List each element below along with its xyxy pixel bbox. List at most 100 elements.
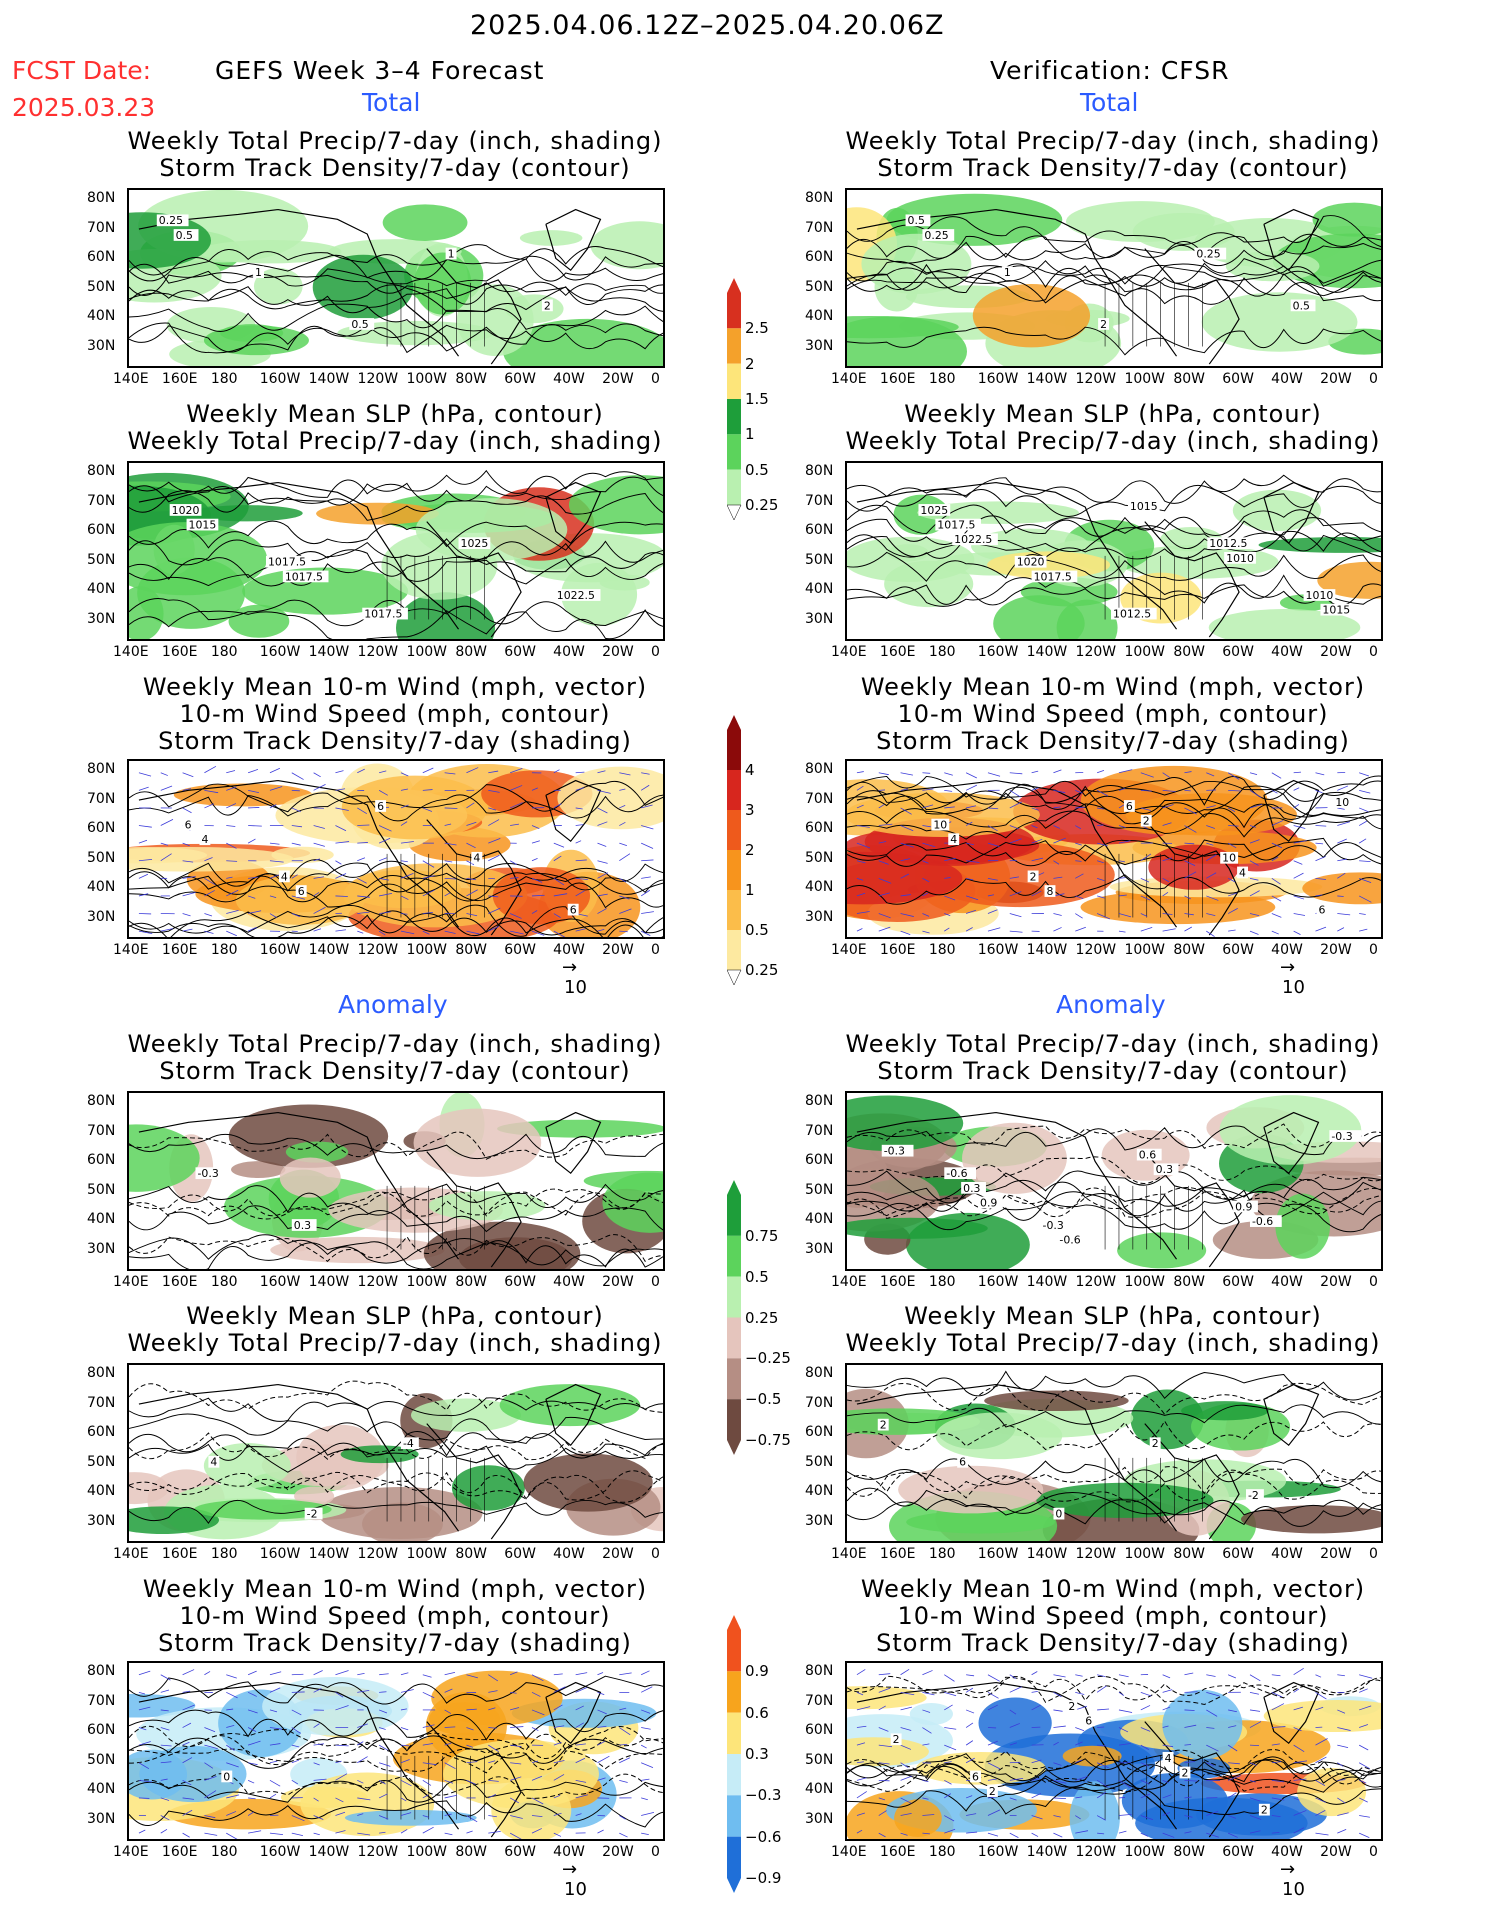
- contour-line: [129, 469, 663, 498]
- wind-vector: [1162, 1832, 1175, 1838]
- contour-line: [129, 1442, 663, 1473]
- wind-vector: [488, 854, 500, 862]
- longitude-tick-label: 40W: [1271, 1844, 1303, 1860]
- colorbar-segment: [727, 1399, 741, 1440]
- wind-vector: [1249, 825, 1257, 828]
- wind-vector: [944, 1691, 957, 1697]
- wind-vector: [1097, 895, 1105, 899]
- latitude-tick-label: 70N: [87, 1394, 116, 1411]
- wind-vector: [856, 785, 864, 791]
- wind-vector: [1053, 1691, 1062, 1698]
- wind-vector: [247, 926, 257, 932]
- wind-vector: [335, 1773, 348, 1781]
- forecast-panel-title: Weekly Total Precip/7-day (inch, shading…: [45, 128, 745, 182]
- forecast-map-panel: 0: [127, 1661, 665, 1841]
- contour-label-bg: [890, 1733, 902, 1746]
- wind-vector: [575, 1779, 587, 1783]
- longitude-tick-label: 60W: [1222, 1546, 1254, 1562]
- wind-vector: [226, 1794, 240, 1799]
- contour-line: [847, 583, 1381, 606]
- panel-title-line: Storm Track Density/7-day (contour): [877, 1057, 1349, 1085]
- wind-vector: [1184, 771, 1192, 774]
- longitude-tick-label: 0: [651, 1546, 660, 1562]
- wind-vector: [1293, 1688, 1300, 1693]
- contour-line: [129, 549, 663, 580]
- latitude-tick-label: 50N: [805, 849, 834, 866]
- wind-vector: [1227, 1792, 1237, 1799]
- wind-vector: [987, 842, 1000, 848]
- shaded-field-region: [1297, 1768, 1367, 1817]
- wind-vector: [1293, 787, 1300, 791]
- wind-vector: [247, 769, 259, 774]
- wind-vector: [987, 1762, 1001, 1770]
- wind-vector: [1075, 806, 1086, 809]
- wind-vector: [1271, 842, 1283, 849]
- contour-line: [847, 1187, 1381, 1219]
- wind-vector: [1053, 913, 1062, 916]
- wind-vector: [553, 769, 560, 774]
- wind-vector: [1009, 1777, 1024, 1781]
- wind-vector: [878, 804, 885, 809]
- wind-vector: [575, 928, 586, 932]
- wind-vector: [1140, 877, 1150, 883]
- wind-vector: [488, 789, 500, 793]
- wind-vector: [1162, 1706, 1171, 1711]
- wind-vector: [269, 786, 283, 791]
- contour-label: 1017.5: [285, 570, 323, 583]
- wind-vector: [1271, 856, 1279, 862]
- colorbar-label: 0.75: [745, 1226, 779, 1245]
- wind-vector: [226, 910, 239, 914]
- contour-line: [847, 776, 1381, 806]
- wind-vector: [313, 1688, 322, 1693]
- wind-vector: [1096, 770, 1105, 774]
- wind-vector: [878, 926, 891, 932]
- wind-vector: [269, 1832, 283, 1835]
- latitude-tick-label: 50N: [87, 849, 116, 866]
- contour-line: [129, 272, 663, 299]
- wind-vector: [400, 1672, 409, 1676]
- longitude-tick-label: 140E: [831, 942, 867, 958]
- wind-vector: [182, 1779, 192, 1786]
- latitude-tick-label: 60N: [87, 1152, 116, 1168]
- contour-line: [129, 1234, 663, 1263]
- wind-vector: [1053, 1815, 1061, 1818]
- wind-vector: [1315, 789, 1323, 794]
- wind-vector: [247, 838, 256, 844]
- latitude-tick-label: 80N: [805, 761, 834, 777]
- wind-vector: [444, 1709, 452, 1714]
- wind-vector: [444, 1726, 456, 1728]
- wind-vector: [1206, 1727, 1215, 1729]
- wind-vector: [531, 1815, 543, 1817]
- wind-vector: [1359, 772, 1370, 777]
- contour-label-bg: [881, 1144, 914, 1157]
- contour-label-bg: [221, 1770, 233, 1783]
- wind-vector: [1118, 1743, 1131, 1746]
- wind-vector: [335, 1692, 344, 1698]
- wind-vector: [1118, 1813, 1132, 1816]
- wind-vector: [1031, 1759, 1042, 1764]
- wind-vector: [204, 1815, 216, 1819]
- wind-vector: [378, 1793, 388, 1799]
- wind-vector: [1097, 1832, 1105, 1835]
- longitude-tick-label: 40W: [553, 942, 585, 958]
- longitude-tick-label: 160W: [259, 1546, 301, 1562]
- wind-vector: [466, 1761, 478, 1764]
- contour-label-bg: [986, 1785, 998, 1797]
- longitude-tick-label: 160E: [879, 1546, 916, 1562]
- wind-vector: [922, 1691, 935, 1696]
- wind-vector: [400, 1727, 409, 1731]
- latitude-tick-label: 50N: [805, 551, 834, 568]
- wind-vector: [1075, 825, 1082, 830]
- wind-vector: [531, 1797, 544, 1805]
- wind-vector: [900, 1691, 915, 1696]
- wind-vector: [1053, 1762, 1062, 1766]
- wind-vector: [509, 1797, 520, 1804]
- wind-vector: [466, 802, 475, 809]
- longitude-tick-label: 120W: [1075, 644, 1117, 660]
- longitude-tick-label: 120W: [1075, 371, 1117, 387]
- wind-vector: [1075, 860, 1082, 862]
- wind-vector: [619, 895, 630, 900]
- latitude-tick-label: 30N: [87, 1512, 116, 1529]
- longitude-tick-label: 160E: [161, 1546, 198, 1562]
- wind-vector: [510, 823, 520, 826]
